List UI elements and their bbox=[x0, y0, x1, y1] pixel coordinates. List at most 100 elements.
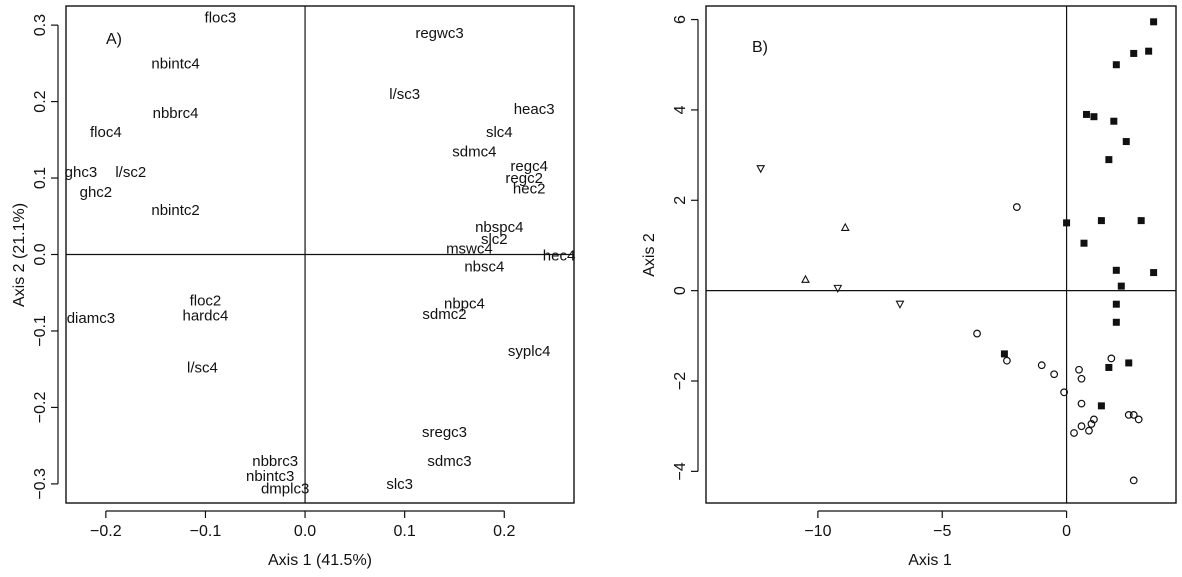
point-filled-square bbox=[1097, 402, 1105, 410]
variable-label-l-sc4: l/sc4 bbox=[187, 360, 218, 377]
panel-a-y-tick-label: 0.3 bbox=[32, 14, 49, 36]
point-filled-square bbox=[1130, 49, 1138, 57]
point-filled-square bbox=[1150, 269, 1158, 277]
panel-b-x-tick-label: −10 bbox=[804, 523, 831, 540]
point-filled-square bbox=[1137, 217, 1145, 225]
point-open-triangle-up bbox=[840, 222, 850, 231]
point-open-circle bbox=[1085, 426, 1093, 435]
panel-a-x-tick-label: 0.1 bbox=[394, 523, 416, 540]
variable-label-sdmc3: sdmc3 bbox=[427, 453, 471, 470]
point-filled-square bbox=[1000, 350, 1008, 358]
variable-label-nbbrc3: nbbrc3 bbox=[252, 453, 298, 470]
point-filled-square bbox=[1080, 239, 1088, 247]
variable-label-nbsc4: nbsc4 bbox=[464, 259, 504, 276]
point-open-circle bbox=[1087, 420, 1096, 428]
panel-a-x-tick-label: 0.0 bbox=[294, 523, 316, 540]
panel-a-y-tick-label: −0.3 bbox=[32, 468, 49, 500]
panel-a-y-axis-title: Axis 2 (21.1%) bbox=[11, 203, 28, 307]
point-filled-square bbox=[1082, 110, 1090, 118]
variable-label-nbbrc4: nbbrc4 bbox=[153, 105, 199, 122]
panel-a-x-tick-label: 0.2 bbox=[493, 523, 515, 540]
panel-a-x-tick-label: −0.1 bbox=[190, 523, 222, 540]
point-filled-square bbox=[1112, 61, 1120, 69]
variable-label-regwc3: regwc3 bbox=[415, 25, 463, 42]
variable-label-l-sc2: l/sc2 bbox=[115, 164, 146, 181]
panel-a-y-tick-label: −0.2 bbox=[32, 392, 49, 424]
variable-label-ghc3: ghc3 bbox=[65, 164, 98, 181]
point-open-triangle-up bbox=[801, 274, 810, 283]
panel-a-y-tick-label: 0.2 bbox=[32, 90, 49, 112]
point-filled-square bbox=[1117, 282, 1125, 290]
point-open-circle bbox=[1002, 356, 1011, 365]
point-filled-square bbox=[1063, 219, 1071, 227]
point-filled-square bbox=[1112, 266, 1120, 274]
variable-label-sdmc4: sdmc4 bbox=[452, 143, 496, 160]
panel-b-x-axis-title: Axis 1 bbox=[908, 552, 952, 569]
variable-label-heac3: heac3 bbox=[514, 101, 555, 118]
panel-b-label: B) bbox=[752, 39, 768, 56]
variable-label-diamc3: diamc3 bbox=[67, 310, 115, 327]
point-open-circle bbox=[1077, 422, 1086, 431]
variable-label-mswc4: mswc4 bbox=[446, 240, 493, 257]
point-filled-square bbox=[1097, 217, 1105, 225]
variable-label-syplc4: syplc4 bbox=[508, 343, 551, 360]
panel-a-y-tick-label: 0.1 bbox=[32, 167, 49, 189]
variable-label-hardc4: hardc4 bbox=[183, 308, 229, 325]
variable-label-nbpc4: nbpc4 bbox=[444, 295, 485, 312]
panel-b-y-axis-title: Axis 2 bbox=[641, 233, 658, 277]
variable-label-slc2: slc2 bbox=[481, 231, 508, 248]
point-open-circle bbox=[1077, 399, 1086, 408]
variable-label-floc2: floc2 bbox=[190, 292, 222, 309]
point-filled-square bbox=[1150, 18, 1158, 26]
panel-b-y-tick-label: 4 bbox=[672, 105, 689, 114]
panel-b-y-tick-label: 2 bbox=[672, 196, 689, 205]
panel-a-x-tick-label: −0.2 bbox=[90, 523, 122, 540]
point-filled-square bbox=[1112, 318, 1120, 326]
variable-label-slc3: slc3 bbox=[386, 476, 413, 493]
variable-label-slc4: slc4 bbox=[486, 124, 513, 141]
point-open-circle bbox=[1050, 370, 1059, 379]
point-open-circle bbox=[1124, 410, 1133, 419]
variable-label-dmplc3: dmplc3 bbox=[261, 480, 309, 497]
variable-label-nbintc4: nbintc4 bbox=[151, 55, 199, 72]
variable-label-nbintc3: nbintc3 bbox=[246, 468, 294, 485]
panel-a-y-tick-label: 0.0 bbox=[32, 243, 49, 265]
panel-b-x-tick-label: 0 bbox=[1062, 523, 1071, 540]
point-open-triangle-down bbox=[756, 165, 766, 174]
variable-label-nbintc2: nbintc2 bbox=[151, 202, 199, 219]
point-open-circle bbox=[1060, 388, 1068, 397]
variable-label-floc4: floc4 bbox=[90, 124, 122, 141]
point-open-circle bbox=[1012, 203, 1021, 211]
panel-b-plot-frame bbox=[705, 5, 1177, 504]
point-open-circle bbox=[1075, 365, 1083, 374]
panel-b-x-tick-label: −5 bbox=[933, 523, 951, 540]
point-open-circle bbox=[973, 329, 981, 338]
point-filled-square bbox=[1105, 156, 1113, 164]
panel-a-ordination-plot: A) Axis 1 (41.5%) Axis 2 (21.1%) −0.2 −0.… bbox=[11, 5, 576, 569]
point-filled-square bbox=[1105, 363, 1113, 371]
variable-label-sdmc2: sdmc2 bbox=[422, 306, 466, 323]
point-open-triangle-down bbox=[895, 300, 905, 309]
point-open-triangle-down bbox=[833, 284, 843, 294]
point-open-circle bbox=[1134, 415, 1143, 424]
variable-label-regc2: regc2 bbox=[505, 170, 543, 187]
panel-b-y-tick-label: −2 bbox=[672, 372, 689, 390]
point-filled-square bbox=[1112, 300, 1120, 308]
point-open-circle bbox=[1077, 374, 1086, 383]
variable-label-hec4: hec4 bbox=[543, 247, 576, 264]
variable-label-hec2: hec2 bbox=[513, 181, 546, 198]
point-open-circle bbox=[1129, 476, 1138, 485]
point-filled-square bbox=[1145, 47, 1153, 55]
point-open-circle bbox=[1037, 361, 1046, 370]
point-open-circle bbox=[1129, 410, 1138, 419]
point-open-circle bbox=[1070, 429, 1078, 437]
point-filled-square bbox=[1125, 359, 1133, 367]
panel-a-x-axis-title: Axis 1 (41.5%) bbox=[268, 552, 372, 569]
point-filled-square bbox=[1110, 117, 1118, 125]
point-filled-square bbox=[1090, 113, 1098, 121]
panel-b-y-tick-label: −4 bbox=[672, 462, 689, 480]
variable-label-sregc3: sregc3 bbox=[422, 424, 467, 441]
point-open-circle bbox=[1090, 415, 1098, 424]
panel-b-y-tick-label: 6 bbox=[672, 15, 689, 24]
